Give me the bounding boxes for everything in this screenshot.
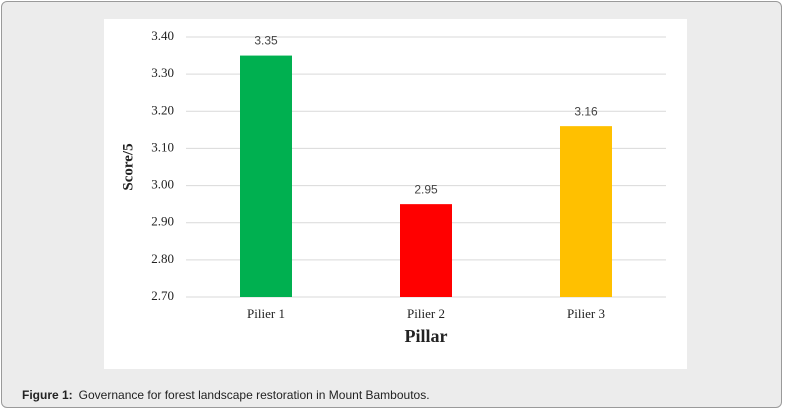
chart: Score/5 Pillar 2.70 2.80 2.90 3.00 3.10 3.20 3…	[104, 19, 687, 369]
bar	[560, 126, 612, 298]
y-tick-label: 3.00	[151, 177, 174, 192]
x-tick-label: Pilier 3	[567, 306, 605, 321]
caption: Figure 1: Governance for forest landscape…	[22, 388, 430, 402]
y-tick-label: 2.90	[151, 214, 174, 229]
y-tick-label: 3.10	[151, 139, 174, 154]
caption-label: Figure 1:	[22, 388, 73, 402]
y-tick-label: 2.70	[151, 288, 174, 303]
y-tick-label: 3.40	[151, 28, 174, 43]
x-tick-label: Pilier 1	[247, 306, 285, 321]
value-label: 2.95	[414, 182, 438, 196]
y-tick-label: 3.30	[151, 65, 174, 80]
value-label: 3.35	[254, 34, 278, 48]
caption-text: Governance for forest landscape restorat…	[78, 388, 430, 402]
bar	[400, 204, 452, 297]
y-tick-label: 3.20	[151, 102, 174, 117]
x-axis-title: Pillar	[405, 326, 448, 346]
y-axis-title: Score/5	[120, 143, 136, 190]
value-label: 3.16	[574, 104, 598, 118]
y-tick-label: 2.80	[151, 251, 174, 266]
x-tick-label: Pilier 2	[407, 306, 445, 321]
bar	[240, 55, 292, 298]
